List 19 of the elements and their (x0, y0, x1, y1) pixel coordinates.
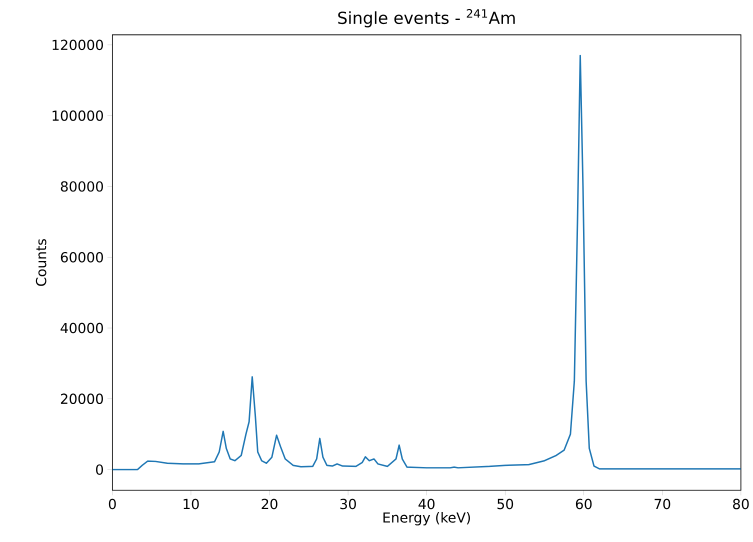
x-tick-label: 20 (262, 498, 278, 510)
y-tick-label: 120000 (52, 40, 103, 50)
y-tick-label: 60000 (60, 252, 103, 262)
x-tick-label: 80 (733, 498, 749, 510)
y-tick-label: 0 (96, 464, 103, 475)
x-tick-label: 0 (108, 498, 116, 510)
x-axis-title: Energy (keV) (383, 512, 470, 526)
y-tick-label: 80000 (60, 181, 103, 192)
x-tick-label: 50 (497, 498, 514, 510)
chart-title: Single events - $^{241}$Am (338, 9, 515, 28)
x-tick-label: 10 (184, 498, 199, 510)
y-axis-title: Counts (36, 239, 46, 286)
x-tick-label: 60 (576, 498, 592, 510)
x-tick-label: 40 (418, 498, 435, 510)
y-tick-label: 20000 (60, 394, 103, 404)
x-tick-label: 30 (340, 498, 356, 510)
y-tick-label: 40000 (60, 322, 103, 334)
x-tick-label: 70 (654, 498, 670, 510)
y-tick-label: 100000 (52, 110, 103, 121)
